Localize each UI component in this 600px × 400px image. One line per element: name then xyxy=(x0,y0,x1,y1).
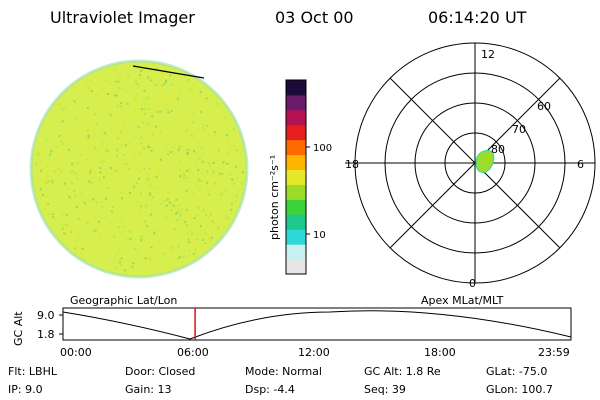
info-glon: GLon: 100.7 xyxy=(486,383,553,396)
colorbar-swatch xyxy=(286,229,306,245)
polar-label-18: 18 xyxy=(345,158,359,171)
info-mode: Mode: Normal xyxy=(245,365,322,378)
earth-disk-image xyxy=(29,59,249,279)
info-dsp: Dsp: -4.4 xyxy=(245,383,295,396)
colorbar-swatch xyxy=(286,214,306,230)
strip-y-axis-label: GC Alt xyxy=(12,311,25,346)
colorbar-swatch xyxy=(286,124,306,141)
polar-lat-80: 80 xyxy=(491,143,505,156)
strip-xtick-1200: 12:00 xyxy=(298,346,330,359)
strip-frame xyxy=(62,307,572,341)
info-glat: GLat: -75.0 xyxy=(486,365,548,378)
info-gc-alt: GC Alt: 1.8 Re xyxy=(364,365,441,378)
time-label: 06:14:20 UT xyxy=(428,8,527,27)
date-label: 03 Oct 00 xyxy=(275,8,354,27)
colorbar-swatch xyxy=(286,184,306,200)
colorbar-swatch xyxy=(286,80,306,96)
colorbar-swatch xyxy=(286,259,306,275)
info-ip: IP: 9.0 xyxy=(8,383,43,396)
colorbar-unit-label: photon cm⁻²s⁻¹ xyxy=(268,155,281,240)
polar-lat-70: 70 xyxy=(512,123,526,136)
colorbar-swatch xyxy=(286,94,306,111)
strip-xtick-0600: 06:00 xyxy=(177,346,209,359)
polar-lat-60: 60 xyxy=(537,100,551,113)
info-seq: Seq: 39 xyxy=(364,383,406,396)
altitude-curve xyxy=(62,310,572,340)
strip-xtick-1800: 18:00 xyxy=(424,346,456,359)
info-door: Door: Closed xyxy=(125,365,196,378)
strip-left-caption: Geographic Lat/Lon xyxy=(70,294,177,307)
satellite-track-line xyxy=(132,65,205,79)
colorbar-tick-10: 10 xyxy=(313,230,326,241)
polar-label-12: 12 xyxy=(481,48,495,61)
strip-right-caption: Apex MLat/MLT xyxy=(421,294,504,307)
colorbar-swatch xyxy=(286,199,306,215)
auroral-emission-blob xyxy=(475,149,495,173)
colorbar-swatch xyxy=(286,154,306,171)
app-title: Ultraviolet Imager xyxy=(50,8,195,27)
strip-ytick-9: 9.0 xyxy=(37,309,55,322)
polar-label-6: 6 xyxy=(577,158,584,171)
colorbar-swatch xyxy=(286,244,306,260)
info-filter: Flt: LBHL xyxy=(8,365,57,378)
strip-ytick-1_8: 1.8 xyxy=(37,328,55,341)
strip-xtick-0000: 00:00 xyxy=(60,346,92,359)
polar-plot xyxy=(345,42,596,284)
colorbar-tick-100: 100 xyxy=(313,143,332,154)
colorbar: 100 10 photon cm⁻²s⁻¹ xyxy=(268,79,332,275)
strip-xtick-2359: 23:59 xyxy=(538,346,570,359)
colorbar-swatch xyxy=(286,139,306,156)
info-gain: Gain: 13 xyxy=(125,383,172,396)
colorbar-swatch xyxy=(286,109,306,126)
polar-label-0: 0 xyxy=(469,277,476,290)
colorbar-swatch xyxy=(286,169,306,185)
